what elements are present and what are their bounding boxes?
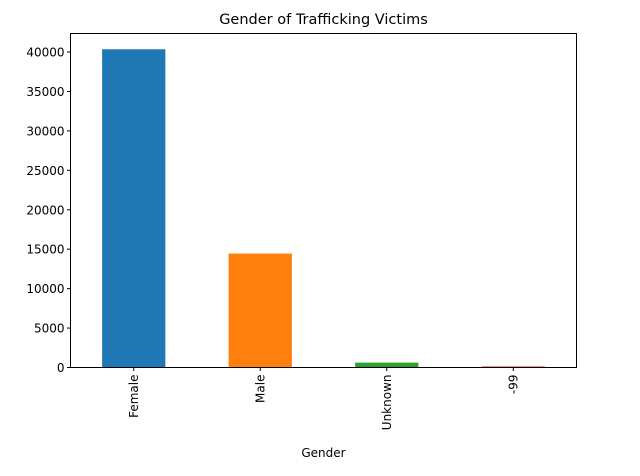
x-tick-label: Female	[127, 375, 141, 418]
plot-frame	[70, 33, 577, 368]
y-tick-label: 10000	[26, 282, 64, 296]
y-tick-label: 30000	[26, 124, 64, 138]
y-tick-label: 40000	[26, 46, 64, 60]
y-tick-label: 5000	[34, 322, 65, 336]
x-axis-label: Gender	[301, 446, 345, 460]
x-tick-label: Unknown	[380, 375, 394, 431]
bar-male	[228, 253, 292, 368]
y-tick-label: 0	[57, 361, 65, 375]
bar-unknown	[355, 362, 419, 368]
y-tick-label: 35000	[26, 85, 64, 99]
bars-layer	[102, 49, 545, 368]
x-tick-label: -99	[506, 375, 520, 395]
y-tick-label: 25000	[26, 164, 64, 178]
y-axis: 0 5000 10000 15000 20000 25000 30000 35000 40000	[26, 46, 71, 375]
y-tick-label: 15000	[26, 243, 64, 257]
bar-female	[102, 49, 166, 368]
bar-99	[481, 366, 545, 368]
x-axis: Female Male Unknown -99	[127, 367, 520, 431]
y-tick-label: 20000	[26, 203, 64, 217]
chart-title: Gender of Trafficking Victims	[219, 12, 428, 28]
x-tick-label: Male	[253, 375, 267, 403]
